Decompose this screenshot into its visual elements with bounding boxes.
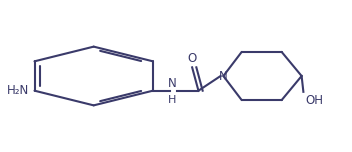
Text: N: N (168, 77, 177, 90)
Text: N: N (219, 69, 228, 83)
Text: O: O (188, 52, 197, 65)
Text: H₂N: H₂N (7, 84, 29, 97)
Text: OH: OH (305, 94, 323, 107)
Text: H: H (168, 95, 176, 105)
